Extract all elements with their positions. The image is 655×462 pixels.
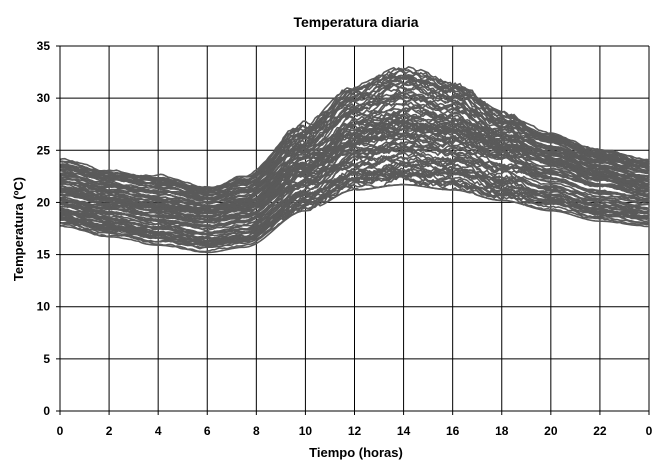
temperature-day-line [59, 183, 650, 253]
y-tick-labels: 0 5 10 15 20 25 30 35 [37, 39, 51, 418]
temperature-day-line [59, 121, 650, 215]
temperature-day-line [59, 97, 650, 205]
temperature-day-line [59, 167, 650, 243]
temperature-series-group [59, 66, 650, 254]
x-tick-label: 6 [204, 424, 211, 438]
y-tick-label: 20 [37, 195, 51, 209]
x-tick-label: 12 [348, 424, 362, 438]
x-tick-label: 16 [446, 424, 460, 438]
y-tick-label: 25 [37, 143, 51, 157]
y-tick-label: 15 [37, 248, 51, 262]
x-tick-label: 0 [646, 424, 653, 438]
temperature-day-line [59, 168, 650, 243]
temperature-day-line [59, 106, 650, 208]
temperature-day-line [59, 113, 650, 210]
y-tick-label: 30 [37, 91, 51, 105]
temperature-day-line [59, 147, 650, 234]
x-tick-label: 10 [299, 424, 313, 438]
x-tick-label: 14 [397, 424, 411, 438]
x-tick-labels: 0 2 4 6 8 10 12 14 16 18 20 22 0 [57, 424, 653, 438]
chart-title: Temperatura diaria [293, 14, 418, 30]
y-tick-label: 35 [37, 39, 51, 53]
temperature-day-line [59, 73, 650, 192]
temperature-day-line [59, 74, 650, 194]
y-axis-label: Temperatura (ºC) [11, 177, 26, 281]
x-axis-label: Tiempo (horas) [309, 445, 403, 460]
x-tick-label: 18 [495, 424, 509, 438]
x-tick-label: 2 [106, 424, 113, 438]
temperature-day-line [59, 137, 650, 224]
temperature-day-line [60, 88, 650, 201]
temperature-day-line [59, 134, 650, 223]
temperature-day-line [59, 170, 650, 247]
y-tick-label: 10 [37, 300, 51, 314]
axes [56, 45, 650, 415]
y-tick-label: 5 [43, 352, 50, 366]
x-tick-label: 0 [57, 424, 64, 438]
y-tick-label: 0 [43, 404, 50, 418]
x-tick-label: 8 [253, 424, 260, 438]
x-tick-label: 4 [155, 424, 162, 438]
x-tick-label: 20 [544, 424, 558, 438]
x-tick-label: 22 [593, 424, 607, 438]
temperature-day-line [59, 160, 650, 241]
temperature-day-line [59, 121, 650, 214]
